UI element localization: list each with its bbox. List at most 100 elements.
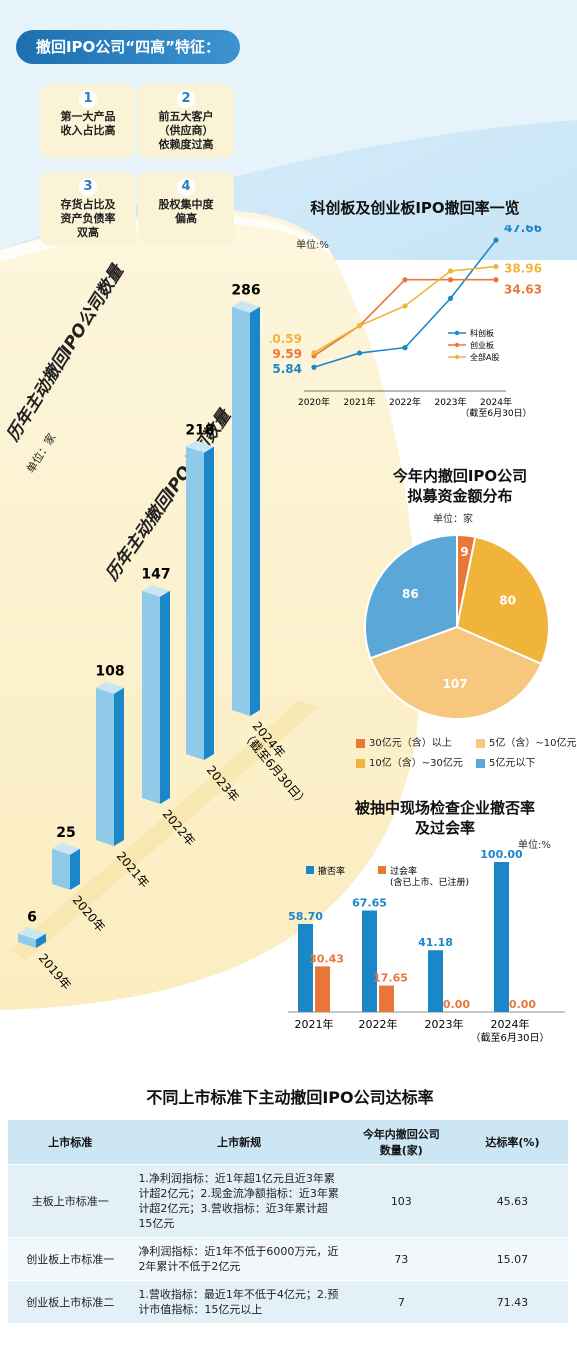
table-cell: 71.43 — [456, 1280, 568, 1323]
data-label: 5.84 — [272, 362, 302, 376]
pie-chart-unit: 单位：家 — [433, 514, 473, 525]
feature-number: 3 — [79, 178, 97, 196]
bar-value-label: 286 — [231, 283, 260, 299]
x-tick-label: 2024年 — [480, 396, 512, 408]
legend-label: 撤否率 — [318, 865, 345, 877]
bar-value-label: 30.43 — [309, 952, 344, 965]
legend-swatch — [356, 758, 365, 768]
legend-label: 5亿元以下 — [489, 758, 536, 769]
table-row: 创业板上市标准二 1.营收指标：最近1年不低于4亿元；2.预计市值指标：15亿元以… — [8, 1280, 568, 1323]
legend-label: 创业板 — [470, 340, 494, 350]
bar — [18, 927, 46, 948]
feature-card-3: 3 存货占比及 资产负债率 双高 — [40, 172, 136, 246]
pie-legend-item: 30亿元（含）以上 — [356, 734, 452, 749]
series-point — [356, 350, 363, 356]
x-tick-label: 2021年 — [295, 1017, 334, 1031]
x-tick-note: （截至6月30日） — [460, 407, 531, 419]
legend-swatch — [356, 738, 365, 748]
table-cell: 7 — [345, 1280, 457, 1323]
table-cell: 15.07 — [456, 1237, 568, 1281]
bar — [362, 910, 377, 1012]
pie-value-label: 9 — [460, 545, 468, 559]
feature-text: 前五大客户 （供应商） 依赖度过高 — [158, 110, 214, 151]
series-point — [356, 323, 363, 329]
table-cell: 1.净利润指标：近1年超1亿元且近3年累计超2亿元；2.现金流净额指标：近3年累… — [132, 1164, 346, 1238]
legend-label: 过会率(含已上市、已注册) — [390, 865, 469, 888]
series-point — [493, 237, 499, 243]
data-label: 9.59 — [272, 347, 302, 361]
bar-value-label: 108 — [95, 664, 124, 680]
series-point — [402, 277, 408, 283]
pie-chart-svg: 9 80 107 86 — [364, 533, 550, 720]
legend-label: 全部A股 — [470, 352, 499, 362]
pie-value-label: 80 — [499, 594, 516, 608]
line-chart-unit: 单位:% — [296, 240, 329, 251]
feature-card-2: 2 前五大客户 （供应商） 依赖度过高 — [138, 84, 234, 158]
series-point — [311, 350, 317, 356]
data-label: 47.66 — [504, 225, 542, 235]
legend-swatch — [476, 758, 485, 768]
bar-floor — [10, 700, 318, 960]
bar-value-label: 147 — [141, 567, 170, 583]
x-tick-label: 2022年 — [389, 396, 421, 408]
bar — [52, 842, 80, 890]
series-point — [402, 303, 408, 309]
series-point — [493, 277, 499, 283]
table-row: 主板上市标准一 1.净利润指标：近1年超1亿元且近3年累计超2亿元；2.现金流净额… — [8, 1164, 568, 1238]
legend-swatch — [306, 866, 314, 874]
series-point — [447, 277, 454, 283]
grouped-bar-svg: 撤否率 过会率(含已上市、已注册) 58.70 30.43 2021年 67.65 17.6… — [288, 850, 565, 1044]
x-tick-note: （截至6月30日） — [470, 1031, 549, 1044]
x-tick-label: 2023年 — [425, 1017, 464, 1031]
pie-chart-title: 今年内撤回IPO公司 拟募资金额分布 — [392, 467, 528, 505]
feature-number: 2 — [177, 90, 195, 108]
bar-value-label: 17.65 — [373, 972, 408, 985]
series-line — [313, 278, 496, 357]
bar — [298, 923, 313, 1012]
table-header-cell: 上市标准 — [8, 1120, 133, 1165]
table-header-cell: 达标率(%) — [456, 1120, 568, 1165]
pie-slice — [364, 533, 458, 660]
line-chart-svg: 2020年 2021年 2022年 2023年 2024年（截至6月30日） 科创板创业板… — [270, 225, 542, 419]
table-header-cell: 上市新规 — [132, 1120, 346, 1165]
x-tick-label: 2021年 — [344, 396, 376, 408]
bar-category-label: 2019年 — [36, 951, 74, 990]
feature-card-4: 4 股权集中度 偏高 — [138, 172, 234, 246]
bar — [379, 985, 394, 1012]
legend-marker — [454, 354, 460, 360]
legend-label: 10亿（含）~30亿元 — [369, 758, 463, 769]
data-label: 34.63 — [504, 283, 542, 297]
bar-value-label: 218 — [185, 423, 214, 439]
bar — [494, 862, 509, 1012]
feature-number: 4 — [177, 178, 195, 196]
bar — [142, 584, 170, 804]
legend-swatch — [378, 866, 386, 874]
legend-label: 科创板 — [470, 328, 494, 338]
legend-marker — [454, 342, 460, 348]
table-cell: 73 — [345, 1237, 457, 1281]
x-tick-label: 2024年 — [491, 1017, 530, 1031]
bar-value-label: 6 — [27, 910, 37, 926]
x-tick-label: 2020年 — [298, 396, 330, 408]
standards-table: 上市标准 上市新规 今年内撤回公司 数量(家) 达标率(%) 主板上市标准一 1.净利润… — [8, 1120, 568, 1323]
bar-value-label: 100.00 — [480, 850, 523, 861]
feature-text: 存货占比及 资产负债率 双高 — [60, 198, 116, 239]
table-cell: 创业板上市标准二 — [8, 1280, 133, 1323]
pie-value-label: 86 — [402, 587, 419, 601]
feature-number: 1 — [79, 90, 97, 108]
pie-legend-item: 5亿元以下 — [476, 754, 535, 769]
line-chart-title: 科创板及创业板IPO撤回率一览 — [310, 199, 520, 217]
grouped-chart-unit: 单位:% — [518, 840, 551, 851]
table-header-row: 上市标准 上市新规 今年内撤回公司 数量(家) 达标率(%) — [8, 1120, 568, 1165]
pie-slice — [455, 535, 550, 666]
bar-value-label: 0.00 — [509, 998, 536, 1011]
table-cell: 103 — [345, 1164, 457, 1238]
series-point — [447, 295, 454, 301]
bar-value-label: 41.18 — [418, 936, 453, 949]
series-point — [447, 268, 454, 274]
table-cell: 45.63 — [456, 1164, 568, 1238]
legend-marker — [454, 330, 460, 336]
x-tick-label: 2023年 — [435, 396, 467, 408]
bar — [232, 300, 260, 716]
bar-value-label: 25 — [56, 825, 75, 841]
